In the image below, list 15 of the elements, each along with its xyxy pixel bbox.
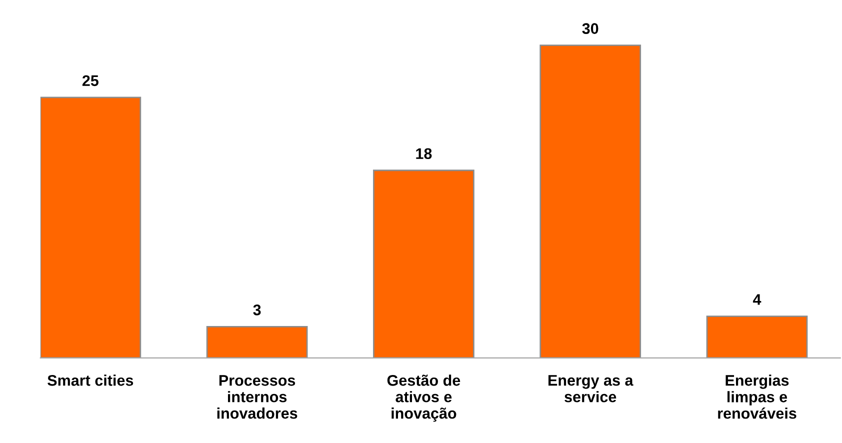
- bar: [206, 326, 308, 358]
- bar: [706, 316, 808, 358]
- bar: [373, 170, 474, 358]
- data-label: 25: [82, 75, 98, 86]
- x-tick-label: Energy as a service: [548, 375, 634, 402]
- x-tick-label: Energias limpas e renováveis: [718, 374, 796, 419]
- data-label: 30: [582, 23, 598, 34]
- data-label: 4: [752, 294, 762, 305]
- data-label: 3: [253, 304, 261, 316]
- x-tick-label: Gestão de ativos e inovação: [387, 374, 460, 422]
- data-label: 18: [416, 148, 432, 160]
- bar: [40, 96, 142, 358]
- bar: [540, 44, 642, 358]
- x-tick-label: Smart cities: [48, 374, 134, 386]
- x-tick-label: Processos internos inovadores: [217, 375, 298, 419]
